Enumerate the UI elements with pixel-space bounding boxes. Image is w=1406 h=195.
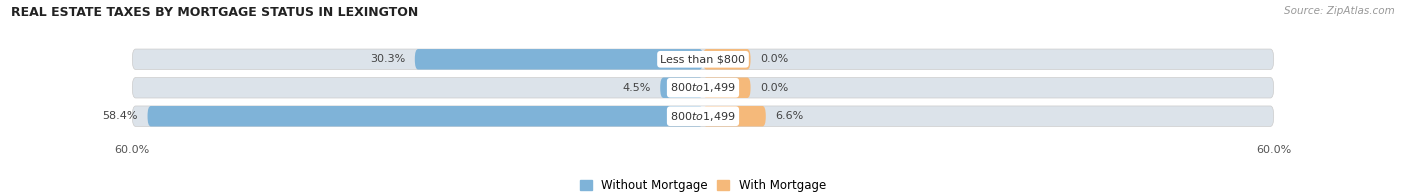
Text: Source: ZipAtlas.com: Source: ZipAtlas.com xyxy=(1284,6,1395,16)
FancyBboxPatch shape xyxy=(148,106,703,126)
FancyBboxPatch shape xyxy=(132,77,1274,98)
Text: REAL ESTATE TAXES BY MORTGAGE STATUS IN LEXINGTON: REAL ESTATE TAXES BY MORTGAGE STATUS IN … xyxy=(11,6,419,19)
Text: 6.6%: 6.6% xyxy=(775,111,804,121)
Legend: Without Mortgage, With Mortgage: Without Mortgage, With Mortgage xyxy=(581,179,825,192)
Text: 30.3%: 30.3% xyxy=(370,54,405,64)
Text: 0.0%: 0.0% xyxy=(761,54,789,64)
FancyBboxPatch shape xyxy=(703,49,751,70)
Text: $800 to $1,499: $800 to $1,499 xyxy=(671,81,735,94)
FancyBboxPatch shape xyxy=(132,49,1274,70)
FancyBboxPatch shape xyxy=(703,106,766,126)
FancyBboxPatch shape xyxy=(661,77,703,98)
Text: 58.4%: 58.4% xyxy=(103,111,138,121)
FancyBboxPatch shape xyxy=(703,77,751,98)
FancyBboxPatch shape xyxy=(415,49,703,70)
Text: 4.5%: 4.5% xyxy=(623,83,651,93)
FancyBboxPatch shape xyxy=(132,106,1274,126)
Text: 0.0%: 0.0% xyxy=(761,83,789,93)
Text: Less than $800: Less than $800 xyxy=(661,54,745,64)
Text: $800 to $1,499: $800 to $1,499 xyxy=(671,110,735,123)
